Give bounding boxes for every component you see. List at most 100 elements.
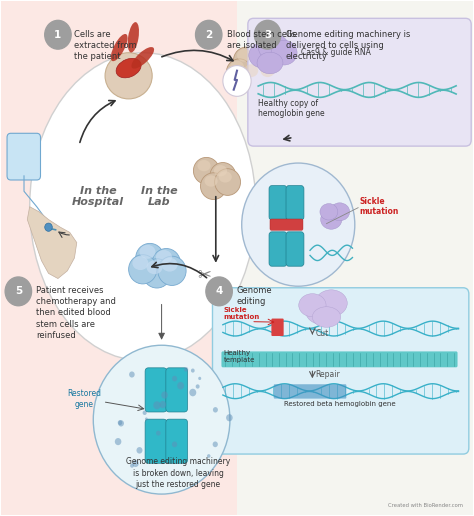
Circle shape	[172, 442, 177, 447]
Ellipse shape	[261, 64, 275, 77]
Ellipse shape	[156, 250, 172, 264]
Ellipse shape	[315, 290, 347, 316]
Text: Sickle
mutation: Sickle mutation	[359, 197, 399, 216]
Ellipse shape	[305, 296, 338, 325]
Ellipse shape	[105, 53, 152, 99]
Ellipse shape	[249, 42, 277, 68]
Circle shape	[130, 463, 134, 467]
Ellipse shape	[237, 49, 251, 62]
Circle shape	[137, 447, 143, 454]
Ellipse shape	[227, 59, 252, 86]
Circle shape	[207, 454, 210, 458]
Text: Restored
gene: Restored gene	[67, 390, 101, 409]
Text: Healthy
template: Healthy template	[224, 350, 255, 363]
Circle shape	[143, 411, 147, 415]
Circle shape	[213, 442, 218, 447]
Text: Blood stem cells
are isolated: Blood stem cells are isolated	[227, 29, 296, 50]
FancyBboxPatch shape	[166, 419, 188, 463]
Circle shape	[159, 401, 166, 408]
Ellipse shape	[197, 160, 210, 171]
Ellipse shape	[299, 294, 326, 317]
FancyBboxPatch shape	[270, 219, 303, 230]
Circle shape	[177, 382, 184, 390]
Ellipse shape	[131, 47, 154, 69]
Text: Cas9 & guide RNA: Cas9 & guide RNA	[301, 48, 371, 57]
Circle shape	[184, 367, 188, 372]
Ellipse shape	[136, 244, 164, 272]
Text: Genome editing machinery is
delivered to cells using
electricity: Genome editing machinery is delivered to…	[285, 29, 410, 61]
Circle shape	[189, 389, 196, 396]
Ellipse shape	[257, 62, 283, 89]
Circle shape	[45, 223, 52, 231]
Ellipse shape	[128, 255, 157, 284]
Ellipse shape	[158, 256, 186, 285]
Ellipse shape	[116, 58, 141, 78]
FancyBboxPatch shape	[274, 384, 346, 399]
Circle shape	[223, 66, 251, 96]
Ellipse shape	[215, 169, 240, 196]
Text: Genome
editing: Genome editing	[237, 286, 273, 307]
Circle shape	[132, 460, 139, 467]
Ellipse shape	[204, 175, 218, 187]
Text: 1: 1	[55, 30, 62, 40]
Text: Genome editing machinery
is broken down, leaving
just the restored gene: Genome editing machinery is broken down,…	[126, 457, 230, 489]
Ellipse shape	[254, 54, 268, 67]
FancyBboxPatch shape	[248, 19, 471, 146]
Text: Sickle
mutation: Sickle mutation	[224, 307, 260, 319]
Ellipse shape	[230, 61, 244, 73]
FancyBboxPatch shape	[286, 232, 304, 266]
Ellipse shape	[152, 249, 181, 278]
Ellipse shape	[312, 307, 341, 327]
Ellipse shape	[244, 64, 258, 77]
Ellipse shape	[271, 40, 297, 65]
Circle shape	[172, 376, 177, 381]
Text: Cut: Cut	[315, 329, 328, 338]
Ellipse shape	[143, 259, 171, 288]
Text: 5: 5	[15, 286, 22, 296]
Circle shape	[196, 20, 222, 49]
Circle shape	[118, 420, 122, 425]
FancyBboxPatch shape	[7, 133, 40, 180]
Ellipse shape	[146, 260, 163, 274]
Circle shape	[118, 420, 124, 427]
Circle shape	[161, 392, 168, 399]
FancyBboxPatch shape	[166, 368, 188, 412]
Text: In the
Hospital: In the Hospital	[72, 186, 124, 207]
FancyBboxPatch shape	[1, 2, 237, 514]
Ellipse shape	[214, 165, 227, 176]
Circle shape	[145, 417, 148, 421]
FancyBboxPatch shape	[145, 419, 167, 463]
Ellipse shape	[320, 210, 342, 229]
Text: Created with BioRender.com: Created with BioRender.com	[388, 504, 463, 508]
Text: 2: 2	[205, 30, 212, 40]
FancyBboxPatch shape	[221, 351, 457, 367]
Circle shape	[196, 384, 200, 389]
Text: ✂: ✂	[197, 265, 211, 283]
Circle shape	[45, 20, 71, 49]
Ellipse shape	[234, 47, 259, 74]
Ellipse shape	[128, 22, 139, 53]
FancyBboxPatch shape	[269, 232, 287, 266]
Polygon shape	[27, 207, 77, 279]
FancyBboxPatch shape	[272, 318, 283, 336]
Circle shape	[5, 277, 32, 305]
Circle shape	[255, 20, 281, 49]
Ellipse shape	[320, 204, 338, 220]
Circle shape	[129, 372, 135, 378]
Ellipse shape	[201, 173, 227, 200]
Ellipse shape	[132, 256, 148, 270]
Circle shape	[213, 407, 218, 413]
Ellipse shape	[111, 34, 128, 61]
FancyBboxPatch shape	[212, 288, 469, 454]
Circle shape	[156, 430, 161, 436]
FancyBboxPatch shape	[145, 368, 167, 412]
Ellipse shape	[219, 171, 232, 183]
Text: 3: 3	[264, 30, 271, 40]
Circle shape	[198, 377, 201, 380]
Text: Patient receives
chemotherapy and
then edited blood
stem cells are
reinfused: Patient receives chemotherapy and then e…	[36, 286, 116, 340]
Ellipse shape	[330, 203, 350, 221]
Circle shape	[206, 277, 232, 305]
Ellipse shape	[257, 52, 283, 74]
FancyBboxPatch shape	[286, 186, 304, 220]
Ellipse shape	[30, 53, 256, 361]
